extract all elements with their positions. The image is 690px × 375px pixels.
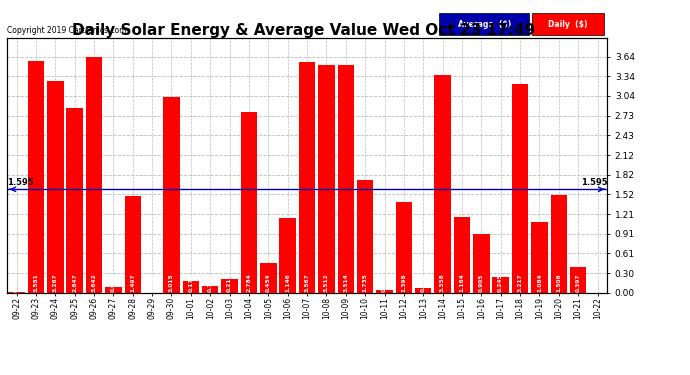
Text: 0.000: 0.000 [595,274,600,292]
Text: 3.567: 3.567 [304,273,310,292]
Text: 1.497: 1.497 [130,273,135,292]
Text: 0.080: 0.080 [111,273,116,292]
Bar [570,267,586,292]
Bar [260,263,277,292]
Bar [241,112,257,292]
Bar [47,81,63,292]
Text: 0.065: 0.065 [421,273,426,292]
Text: 0.905: 0.905 [479,273,484,292]
Text: 3.267: 3.267 [53,273,58,292]
Bar [164,98,179,292]
Bar [202,286,219,292]
Text: 2.784: 2.784 [246,273,251,292]
Text: 0.216: 0.216 [227,273,232,292]
Text: 1.595: 1.595 [580,178,607,187]
Text: 0.454: 0.454 [266,273,270,292]
Text: 1.146: 1.146 [285,273,290,292]
Text: 0.245: 0.245 [498,273,503,292]
Bar [183,281,199,292]
Text: 0.034: 0.034 [382,273,387,292]
Bar [28,61,44,292]
Text: 1.508: 1.508 [556,273,561,292]
Text: Copyright 2019 Cartronics.com: Copyright 2019 Cartronics.com [7,26,126,35]
Text: 3.512: 3.512 [324,273,329,292]
Text: 1.084: 1.084 [537,273,542,292]
Bar [105,287,121,292]
Bar [279,218,296,292]
Bar [221,279,238,292]
Text: 3.358: 3.358 [440,273,445,292]
Bar [86,57,102,292]
Bar [473,234,490,292]
Bar [66,108,83,292]
Text: 2.847: 2.847 [72,273,77,292]
Text: 1.735: 1.735 [363,273,368,292]
Text: 0.173: 0.173 [188,273,193,292]
Text: 3.217: 3.217 [518,273,522,292]
Text: 0.397: 0.397 [575,273,581,292]
Text: Daily  ($): Daily ($) [549,20,588,29]
Text: 0.100: 0.100 [208,273,213,292]
Text: 0.008: 0.008 [14,273,19,292]
Text: 3.015: 3.015 [169,273,174,292]
Text: 1.595: 1.595 [7,178,34,187]
Bar [357,180,373,292]
FancyBboxPatch shape [439,13,529,35]
FancyBboxPatch shape [532,13,604,35]
Bar [299,62,315,292]
Bar [512,84,529,292]
Bar [551,195,567,292]
Bar [395,202,412,292]
Bar [376,290,393,292]
Bar [454,217,470,292]
Text: 1.164: 1.164 [460,273,464,292]
Text: 0.000: 0.000 [150,274,155,292]
Bar [415,288,431,292]
Text: 1.398: 1.398 [402,273,406,292]
Bar [435,75,451,292]
Bar [337,65,354,292]
Bar [318,65,335,292]
Text: 3.642: 3.642 [92,273,97,292]
Text: 3.514: 3.514 [344,273,348,292]
Text: Daily Solar Energy & Average Value Wed Oct 23 17:49: Daily Solar Energy & Average Value Wed O… [72,22,535,38]
Bar [124,196,141,292]
Bar [493,277,509,292]
Text: Average  ($): Average ($) [457,20,511,29]
Text: 3.581: 3.581 [33,273,39,292]
Bar [531,222,548,292]
